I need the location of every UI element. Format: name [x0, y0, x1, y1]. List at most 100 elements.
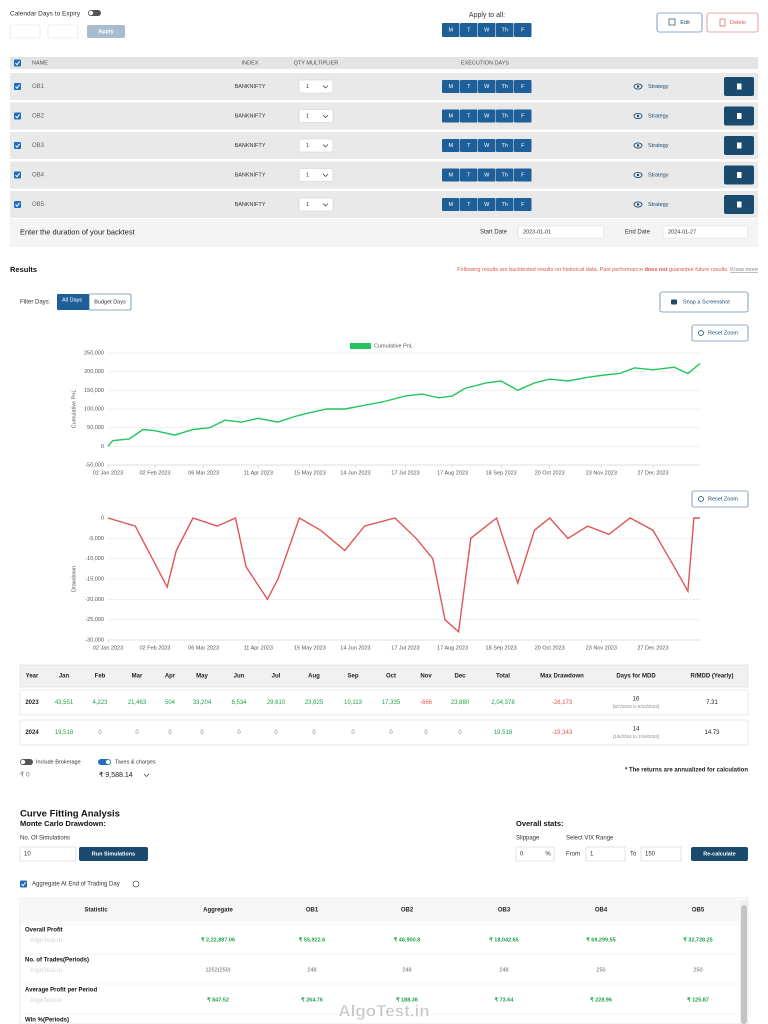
- day-button[interactable]: [460, 139, 478, 152]
- checkbox[interactable]: [14, 201, 21, 208]
- day-button[interactable]: [478, 23, 496, 37]
- cell: 0: [351, 730, 355, 736]
- cell: 19,518: [55, 730, 74, 736]
- day-label: T: [467, 84, 471, 90]
- strategy-link[interactable]: Strategy: [648, 143, 669, 149]
- budget-days-button[interactable]: [88, 293, 132, 311]
- day-button[interactable]: [478, 80, 496, 93]
- label: ₹ 9,588.14: [99, 771, 133, 779]
- day-button[interactable]: [496, 168, 514, 182]
- strategy-link[interactable]: Strategy: [648, 84, 669, 90]
- day-button[interactable]: [442, 168, 460, 182]
- strategy-link[interactable]: Strategy: [648, 172, 669, 178]
- reset-zoom-button[interactable]: [691, 324, 749, 342]
- day-button[interactable]: [478, 168, 496, 182]
- scrollbar-thumb[interactable]: [741, 905, 747, 1024]
- reset-zoom-button[interactable]: [691, 490, 749, 508]
- day-button[interactable]: [496, 80, 514, 93]
- sims-input[interactable]: [19, 846, 77, 862]
- day-button[interactable]: [478, 198, 496, 211]
- day-button[interactable]: [496, 23, 514, 37]
- day-button[interactable]: [496, 109, 514, 123]
- cell: ₹ 188.36: [396, 996, 418, 1003]
- vix-from-input[interactable]: [585, 846, 626, 862]
- x-tick-label: 23 Nov 2023: [586, 645, 617, 651]
- label: EXECUTION DAYS: [461, 60, 510, 66]
- trash-icon: [737, 201, 742, 208]
- strategy-link[interactable]: Strategy: [648, 202, 669, 208]
- day-button[interactable]: [442, 139, 460, 152]
- checkbox[interactable]: [14, 142, 21, 149]
- stat-name: No. of Trades(Periods): [25, 958, 89, 964]
- apply-button[interactable]: [87, 25, 125, 38]
- y-tick-label: -20,000: [85, 597, 104, 603]
- eye-pupil: [636, 85, 640, 88]
- qty-select[interactable]: [298, 138, 334, 153]
- day-button[interactable]: [460, 198, 478, 211]
- qty-select[interactable]: [298, 79, 334, 94]
- cell: 33,204: [193, 700, 212, 706]
- day-button[interactable]: [514, 139, 532, 152]
- label: OB3: [32, 143, 45, 149]
- cell: 248: [402, 967, 411, 973]
- date-input[interactable]: [662, 225, 749, 239]
- day-button[interactable]: [478, 139, 496, 152]
- x-tick-label: 02 Feb 2023: [140, 470, 171, 476]
- day-button[interactable]: [442, 109, 460, 123]
- cell: 250: [693, 967, 702, 973]
- eye-icon: [633, 201, 643, 208]
- label: OB1: [32, 84, 45, 90]
- day-button[interactable]: [442, 198, 460, 211]
- day-button[interactable]: [460, 80, 478, 93]
- all-days-button[interactable]: [57, 294, 89, 310]
- day-button[interactable]: [460, 168, 478, 182]
- column-header: Mar: [132, 674, 143, 680]
- label: Delete: [730, 20, 746, 26]
- date-input[interactable]: [517, 225, 605, 239]
- checkbox[interactable]: [14, 59, 21, 67]
- day-button[interactable]: [514, 168, 532, 182]
- cell: 21,463: [128, 700, 147, 706]
- day-button[interactable]: [514, 80, 532, 93]
- day-button[interactable]: [442, 23, 460, 37]
- checkbox[interactable]: [14, 112, 21, 120]
- camera-icon: [671, 299, 677, 305]
- check-mark: [15, 202, 20, 207]
- chevron: [322, 114, 329, 118]
- delete-button[interactable]: [706, 12, 759, 33]
- run-button[interactable]: [79, 847, 148, 861]
- vix-to-input[interactable]: [640, 846, 682, 862]
- day-button[interactable]: [460, 23, 478, 37]
- day-button[interactable]: [460, 109, 478, 123]
- day-button[interactable]: [514, 109, 532, 123]
- screenshot-button[interactable]: [659, 291, 749, 313]
- day-label: W: [484, 172, 490, 178]
- edit-button[interactable]: [656, 12, 703, 33]
- checkbox[interactable]: [20, 880, 27, 888]
- day-button[interactable]: [514, 23, 532, 37]
- slippage-input[interactable]: [515, 846, 555, 862]
- day-button[interactable]: [496, 139, 514, 152]
- y-tick-label: 150,000: [84, 388, 104, 394]
- cell: 14: [633, 727, 640, 733]
- day-button[interactable]: [514, 198, 532, 211]
- day-button[interactable]: [496, 198, 514, 211]
- column-header: Jul: [272, 674, 281, 680]
- disclaimer-part[interactable]: Know more: [730, 267, 758, 273]
- column-header: OB5: [692, 908, 705, 914]
- cell: 0: [274, 730, 278, 736]
- checkbox[interactable]: [14, 171, 21, 179]
- qty-select[interactable]: [298, 109, 334, 123]
- monthly-row: [19, 689, 749, 716]
- eye-pupil: [636, 173, 640, 177]
- day-button[interactable]: [442, 80, 460, 93]
- qty-select[interactable]: [298, 168, 334, 182]
- eye-icon: [633, 142, 643, 149]
- checkbox[interactable]: [14, 83, 21, 90]
- label: 10: [24, 852, 31, 858]
- x-tick-label: 17 Aug 2023: [437, 470, 468, 476]
- qty-select[interactable]: [298, 197, 334, 212]
- recalculate-button[interactable]: [691, 847, 748, 861]
- day-button[interactable]: [478, 109, 496, 123]
- strategy-link[interactable]: Strategy: [648, 113, 669, 119]
